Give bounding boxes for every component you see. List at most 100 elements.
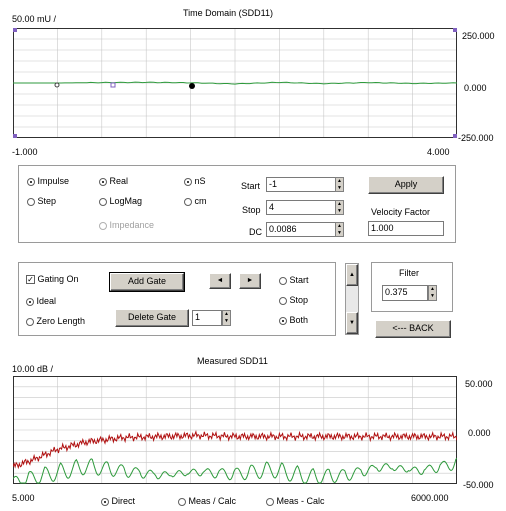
- corner-handle-tl: [13, 28, 17, 32]
- measured-title: Measured SDD11: [197, 356, 268, 366]
- stop-spinner[interactable]: ▲ ▼: [335, 200, 344, 215]
- radio-ns[interactable]: nS: [184, 176, 206, 186]
- scroll-down-button[interactable]: ▼: [346, 312, 358, 334]
- radio-gate-start-label: Start: [289, 275, 309, 285]
- time-domain-trace: [13, 81, 457, 85]
- gating-on-check: ✓: [26, 275, 35, 285]
- start-spinner[interactable]: ▲ ▼: [335, 177, 344, 192]
- radio-real[interactable]: Real: [99, 176, 128, 186]
- marker-2: [110, 82, 116, 88]
- radio-gate-stop[interactable]: Stop: [279, 295, 308, 305]
- radio-gate-start-dot: [279, 276, 287, 285]
- arrow-right-icon: ►: [246, 277, 254, 284]
- measured-x-end: 6000.000: [411, 493, 449, 503]
- stop-label: Stop: [242, 205, 261, 215]
- radio-zero-length-dot: [26, 317, 34, 326]
- measured-y-bottom: -50.000: [463, 480, 494, 490]
- delete-gate-button[interactable]: Delete Gate: [115, 309, 189, 327]
- velocity-factor-field[interactable]: 1.000: [368, 221, 444, 236]
- time-domain-x-end: 4.000: [427, 147, 450, 157]
- dc-spinner[interactable]: ▲ ▼: [335, 222, 344, 237]
- gate-left-button[interactable]: ◄: [209, 273, 231, 289]
- radio-step-dot: [27, 197, 35, 206]
- gate-number-field[interactable]: 1: [192, 310, 222, 326]
- time-domain-plot[interactable]: [13, 28, 457, 138]
- time-domain-y-top: 250.000: [462, 31, 495, 41]
- measured-x-start: 5.000: [12, 493, 35, 503]
- velocity-factor-label: Velocity Factor: [371, 207, 431, 217]
- gate-number-spinner[interactable]: ▲ ▼: [222, 310, 231, 326]
- time-domain-title: Time Domain (SDD11): [183, 8, 274, 18]
- radio-direct-label: Direct: [111, 496, 136, 506]
- stop-field[interactable]: 4: [266, 200, 336, 215]
- radio-logmag-label: LogMag: [109, 196, 143, 206]
- measured-trace-green: [13, 457, 457, 484]
- radio-meas-div-calc[interactable]: Meas / Calc: [178, 496, 236, 506]
- gating-on-checkbox[interactable]: ✓ Gating On: [26, 274, 79, 285]
- radio-gate-both[interactable]: Both: [279, 315, 308, 325]
- radio-cm-dot: [184, 197, 192, 206]
- radio-step[interactable]: Step: [27, 196, 56, 206]
- radio-impulse-dot: [27, 177, 35, 186]
- back-button[interactable]: <--- BACK: [375, 320, 451, 338]
- scroll-up-button[interactable]: ▲: [346, 264, 358, 286]
- marker-active: [189, 83, 195, 89]
- measured-y-mid: 0.000: [468, 428, 491, 438]
- gating-on-label: Gating On: [37, 274, 79, 284]
- corner-handle-bl: [13, 134, 17, 138]
- time-domain-scale-label: 50.00 mU /: [12, 14, 57, 24]
- radio-cm[interactable]: cm: [184, 196, 207, 206]
- radio-impedance-label: Impedance: [109, 220, 155, 230]
- radio-impedance-dot: [99, 221, 107, 230]
- radio-real-dot: [99, 177, 107, 186]
- radio-ns-label: nS: [194, 176, 206, 186]
- radio-meas-minus-calc[interactable]: Meas - Calc: [266, 496, 325, 506]
- start-field[interactable]: -1: [266, 177, 336, 192]
- radio-logmag[interactable]: LogMag: [99, 196, 142, 206]
- radio-cm-label: cm: [194, 196, 207, 206]
- gate-right-button[interactable]: ►: [239, 273, 261, 289]
- measured-y-top: 50.000: [465, 379, 493, 389]
- radio-real-label: Real: [109, 176, 129, 186]
- radio-ideal[interactable]: Ideal: [26, 296, 56, 306]
- measured-trace-red: [13, 430, 457, 470]
- radio-meas-minus-calc-label: Meas - Calc: [276, 496, 325, 506]
- radio-impulse[interactable]: Impulse: [27, 176, 69, 186]
- time-domain-y-bottom: -250.000: [458, 133, 494, 143]
- arrow-up-icon: ▲: [349, 272, 355, 278]
- radio-zero-length[interactable]: Zero Length: [26, 316, 85, 326]
- radio-gate-start[interactable]: Start: [279, 275, 309, 285]
- arrow-down-icon: ▼: [349, 320, 355, 326]
- corner-handle-br: [453, 134, 457, 138]
- apply-button[interactable]: Apply: [368, 176, 444, 194]
- dc-field[interactable]: 0.0086: [266, 222, 336, 237]
- radio-impulse-label: Impulse: [37, 176, 70, 186]
- radio-ideal-label: Ideal: [36, 296, 57, 306]
- radio-direct[interactable]: Direct: [101, 496, 135, 506]
- radio-logmag-dot: [99, 197, 107, 206]
- start-label: Start: [241, 181, 261, 191]
- time-domain-x-start: -1.000: [12, 147, 38, 157]
- marker-1: [54, 82, 60, 88]
- radio-direct-dot: [101, 497, 109, 506]
- measured-plot[interactable]: [13, 376, 457, 484]
- radio-meas-minus-calc-dot: [266, 497, 274, 506]
- add-gate-button[interactable]: Add Gate: [109, 272, 185, 292]
- corner-handle-tr: [453, 28, 457, 32]
- radio-meas-div-calc-dot: [178, 497, 186, 506]
- arrow-left-icon: ◄: [216, 277, 224, 284]
- filter-field[interactable]: 0.375: [382, 285, 428, 301]
- radio-gate-stop-dot: [279, 296, 287, 305]
- radio-ideal-dot: [26, 297, 34, 306]
- filter-spinner[interactable]: ▲ ▼: [428, 285, 437, 301]
- radio-step-label: Step: [37, 196, 57, 206]
- measured-scale-label: 10.00 dB /: [12, 364, 54, 374]
- radio-gate-both-label: Both: [289, 315, 309, 325]
- radio-gate-both-dot: [279, 316, 287, 325]
- radio-meas-div-calc-label: Meas / Calc: [188, 496, 237, 506]
- radio-impedance[interactable]: Impedance: [99, 220, 154, 230]
- time-domain-y-mid: 0.000: [464, 83, 487, 93]
- dc-label: DC: [249, 227, 262, 237]
- vertical-scrollbar[interactable]: ▲ ▼: [345, 263, 359, 335]
- filter-label: Filter: [399, 268, 419, 278]
